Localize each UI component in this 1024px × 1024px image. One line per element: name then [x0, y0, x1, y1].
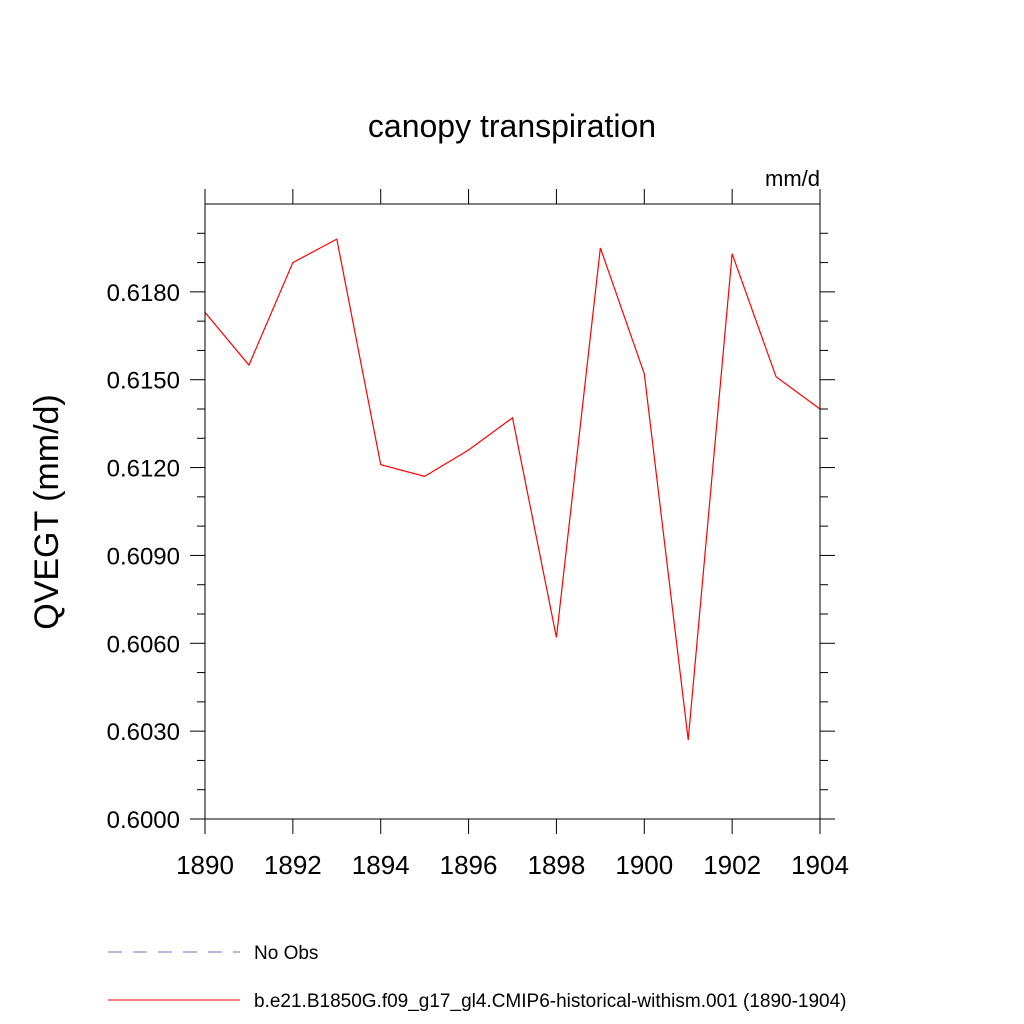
- x-tick-label: 1892: [264, 850, 322, 880]
- y-tick-label: 0.6030: [107, 719, 180, 746]
- y-tick-label: 0.6090: [107, 543, 180, 570]
- y-axis-label: QVEGT (mm/d): [28, 394, 66, 630]
- plot-frame: [204, 203, 821, 820]
- units-label: mm/d: [765, 166, 820, 191]
- x-tick-label: 1900: [615, 850, 673, 880]
- x-tick-label: 1902: [703, 850, 761, 880]
- y-tick-label: 0.6120: [107, 456, 180, 483]
- x-tick-label: 1898: [528, 850, 586, 880]
- y-tick-label: 0.6150: [107, 368, 180, 395]
- legend: No Obs b.e21.B1850G.f09_g17_gl4.CMIP6-his…: [108, 943, 847, 1012]
- legend-label: b.e21.B1850G.f09_g17_gl4.CMIP6-historica…: [254, 991, 847, 1012]
- x-tick-label: 1894: [352, 850, 410, 880]
- y-tick-label: 0.6000: [107, 807, 180, 834]
- series-layer: [204, 238, 821, 741]
- chart-title: canopy transpiration: [368, 108, 656, 144]
- axis-ticks: 1890 1892 1894 1896 1898 1900 1902 1904 0.6000 0.…: [107, 189, 849, 880]
- series-line: [204, 238, 821, 741]
- x-tick-label: 1904: [791, 850, 849, 880]
- y-tick-label: 0.6060: [107, 631, 180, 658]
- y-tick-label: 0.6180: [107, 280, 180, 307]
- x-tick-label: 1896: [440, 850, 498, 880]
- x-tick-label: 1890: [176, 850, 234, 880]
- legend-label: No Obs: [254, 943, 318, 964]
